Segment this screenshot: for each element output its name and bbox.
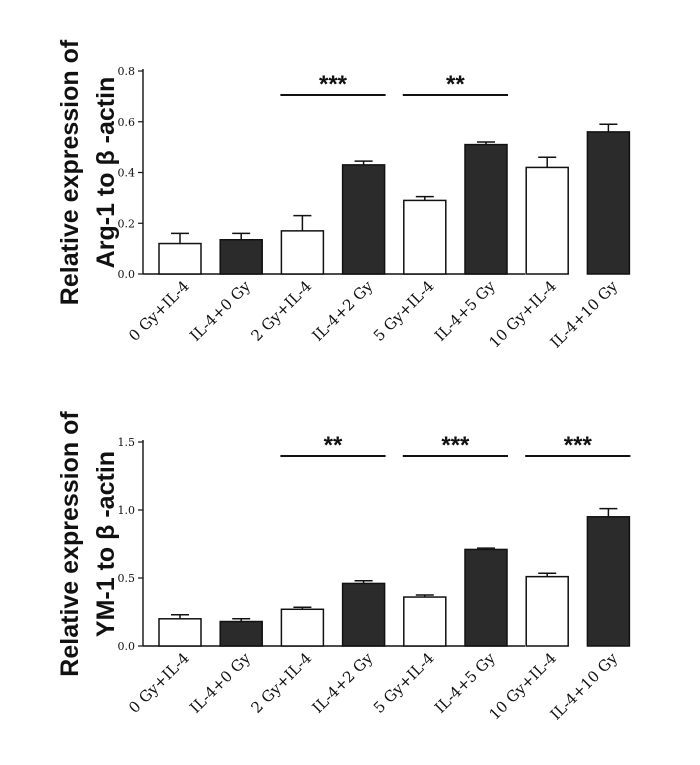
significance-label: **	[324, 432, 343, 459]
bar-il-4-2-gy	[341, 164, 386, 275]
bar-il-4-10-gy	[586, 131, 631, 275]
arg1-chart: Relative expression of Arg-1 to β -actin0…	[56, 39, 631, 352]
bar-il-4-0-gy	[219, 620, 263, 647]
bar-2-gy-il-4	[280, 608, 325, 647]
bar-il-4-0-gy	[219, 238, 263, 275]
x-category-label: IL-4+0 Gy	[186, 649, 254, 717]
bar-10-gy-il-4	[525, 575, 569, 647]
x-category-label: 0 Gy+IL-4	[125, 277, 193, 345]
bar-0-gy-il-4	[158, 242, 202, 275]
y-tick-label: 1.0	[118, 504, 136, 517]
y-axis-title-line-1: Relative expression of	[56, 411, 84, 677]
bar-10-gy-il-4	[525, 166, 569, 275]
bar-0-gy-il-4	[158, 618, 202, 647]
x-category-label: 2 Gy+IL-4	[247, 277, 315, 345]
y-tick-label: 0.5	[118, 572, 136, 585]
y-axis-title-line-2: YM-1 to β -actin	[92, 451, 120, 637]
bar-2-gy-il-4	[280, 230, 325, 275]
y-axis-title-line-2: Arg-1 to β -actin	[92, 77, 120, 269]
significance-label: ***	[564, 432, 593, 459]
y-tick-label: 0.2	[118, 217, 136, 230]
bar-il-4-10-gy	[586, 516, 631, 647]
x-category-label: IL-4+2 Gy	[309, 277, 377, 345]
x-category-label: IL-4+0 Gy	[186, 277, 254, 345]
x-category-label: 0 Gy+IL-4	[125, 649, 193, 717]
y-tick-label: 1.5	[118, 436, 136, 449]
y-tick-label: 0.4	[118, 167, 136, 180]
x-category-label: 2 Gy+IL-4	[247, 649, 315, 717]
y-tick-label: 0.8	[118, 65, 136, 78]
y-tick-label: 0.0	[118, 640, 136, 653]
y-axis-title-line-1: Relative expression of	[56, 39, 84, 305]
significance-label: ***	[319, 71, 348, 98]
x-category-label: 5 Gy+IL-4	[370, 649, 438, 717]
ym1-chart: Relative expression of YM-1 to β -actin0.…	[56, 411, 631, 724]
bar-il-4-5-gy	[464, 143, 508, 275]
x-category-label: 5 Gy+IL-4	[370, 277, 438, 345]
significance-label: ***	[441, 432, 470, 459]
bar-5-gy-il-4	[403, 596, 447, 647]
x-category-label: IL-4+2 Gy	[309, 649, 377, 717]
y-tick-label: 0.6	[118, 116, 136, 129]
bar-il-4-2-gy	[341, 582, 386, 647]
bar-il-4-5-gy	[464, 548, 508, 647]
y-tick-label: 0.0	[118, 268, 136, 281]
significance-label: **	[446, 71, 465, 98]
bar-5-gy-il-4	[403, 199, 447, 275]
